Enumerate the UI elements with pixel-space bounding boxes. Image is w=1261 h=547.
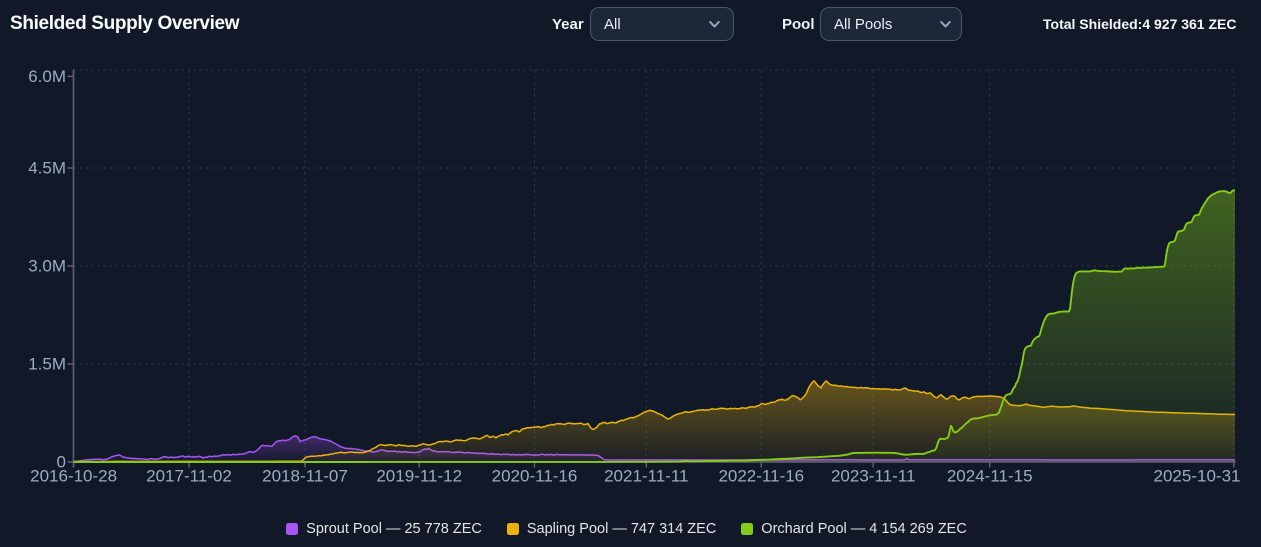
svg-text:2024-11-15: 2024-11-15 — [947, 467, 1033, 486]
svg-text:0: 0 — [57, 453, 66, 472]
svg-text:6.0M: 6.0M — [28, 67, 66, 86]
svg-text:1.5M: 1.5M — [28, 355, 66, 374]
svg-text:2019-11-12: 2019-11-12 — [376, 467, 462, 486]
svg-text:2025-10-31: 2025-10-31 — [1154, 467, 1241, 486]
svg-text:2017-11-02: 2017-11-02 — [146, 467, 232, 486]
svg-text:2016-10-28: 2016-10-28 — [30, 467, 117, 486]
svg-text:2023-11-11: 2023-11-11 — [831, 467, 915, 486]
svg-text:2021-11-11: 2021-11-11 — [604, 467, 688, 486]
svg-text:3.0M: 3.0M — [28, 257, 66, 276]
svg-text:2022-11-16: 2022-11-16 — [718, 467, 804, 486]
svg-text:4.5M: 4.5M — [28, 159, 66, 178]
svg-text:2020-11-16: 2020-11-16 — [492, 467, 578, 486]
svg-text:2018-11-07: 2018-11-07 — [262, 467, 348, 486]
